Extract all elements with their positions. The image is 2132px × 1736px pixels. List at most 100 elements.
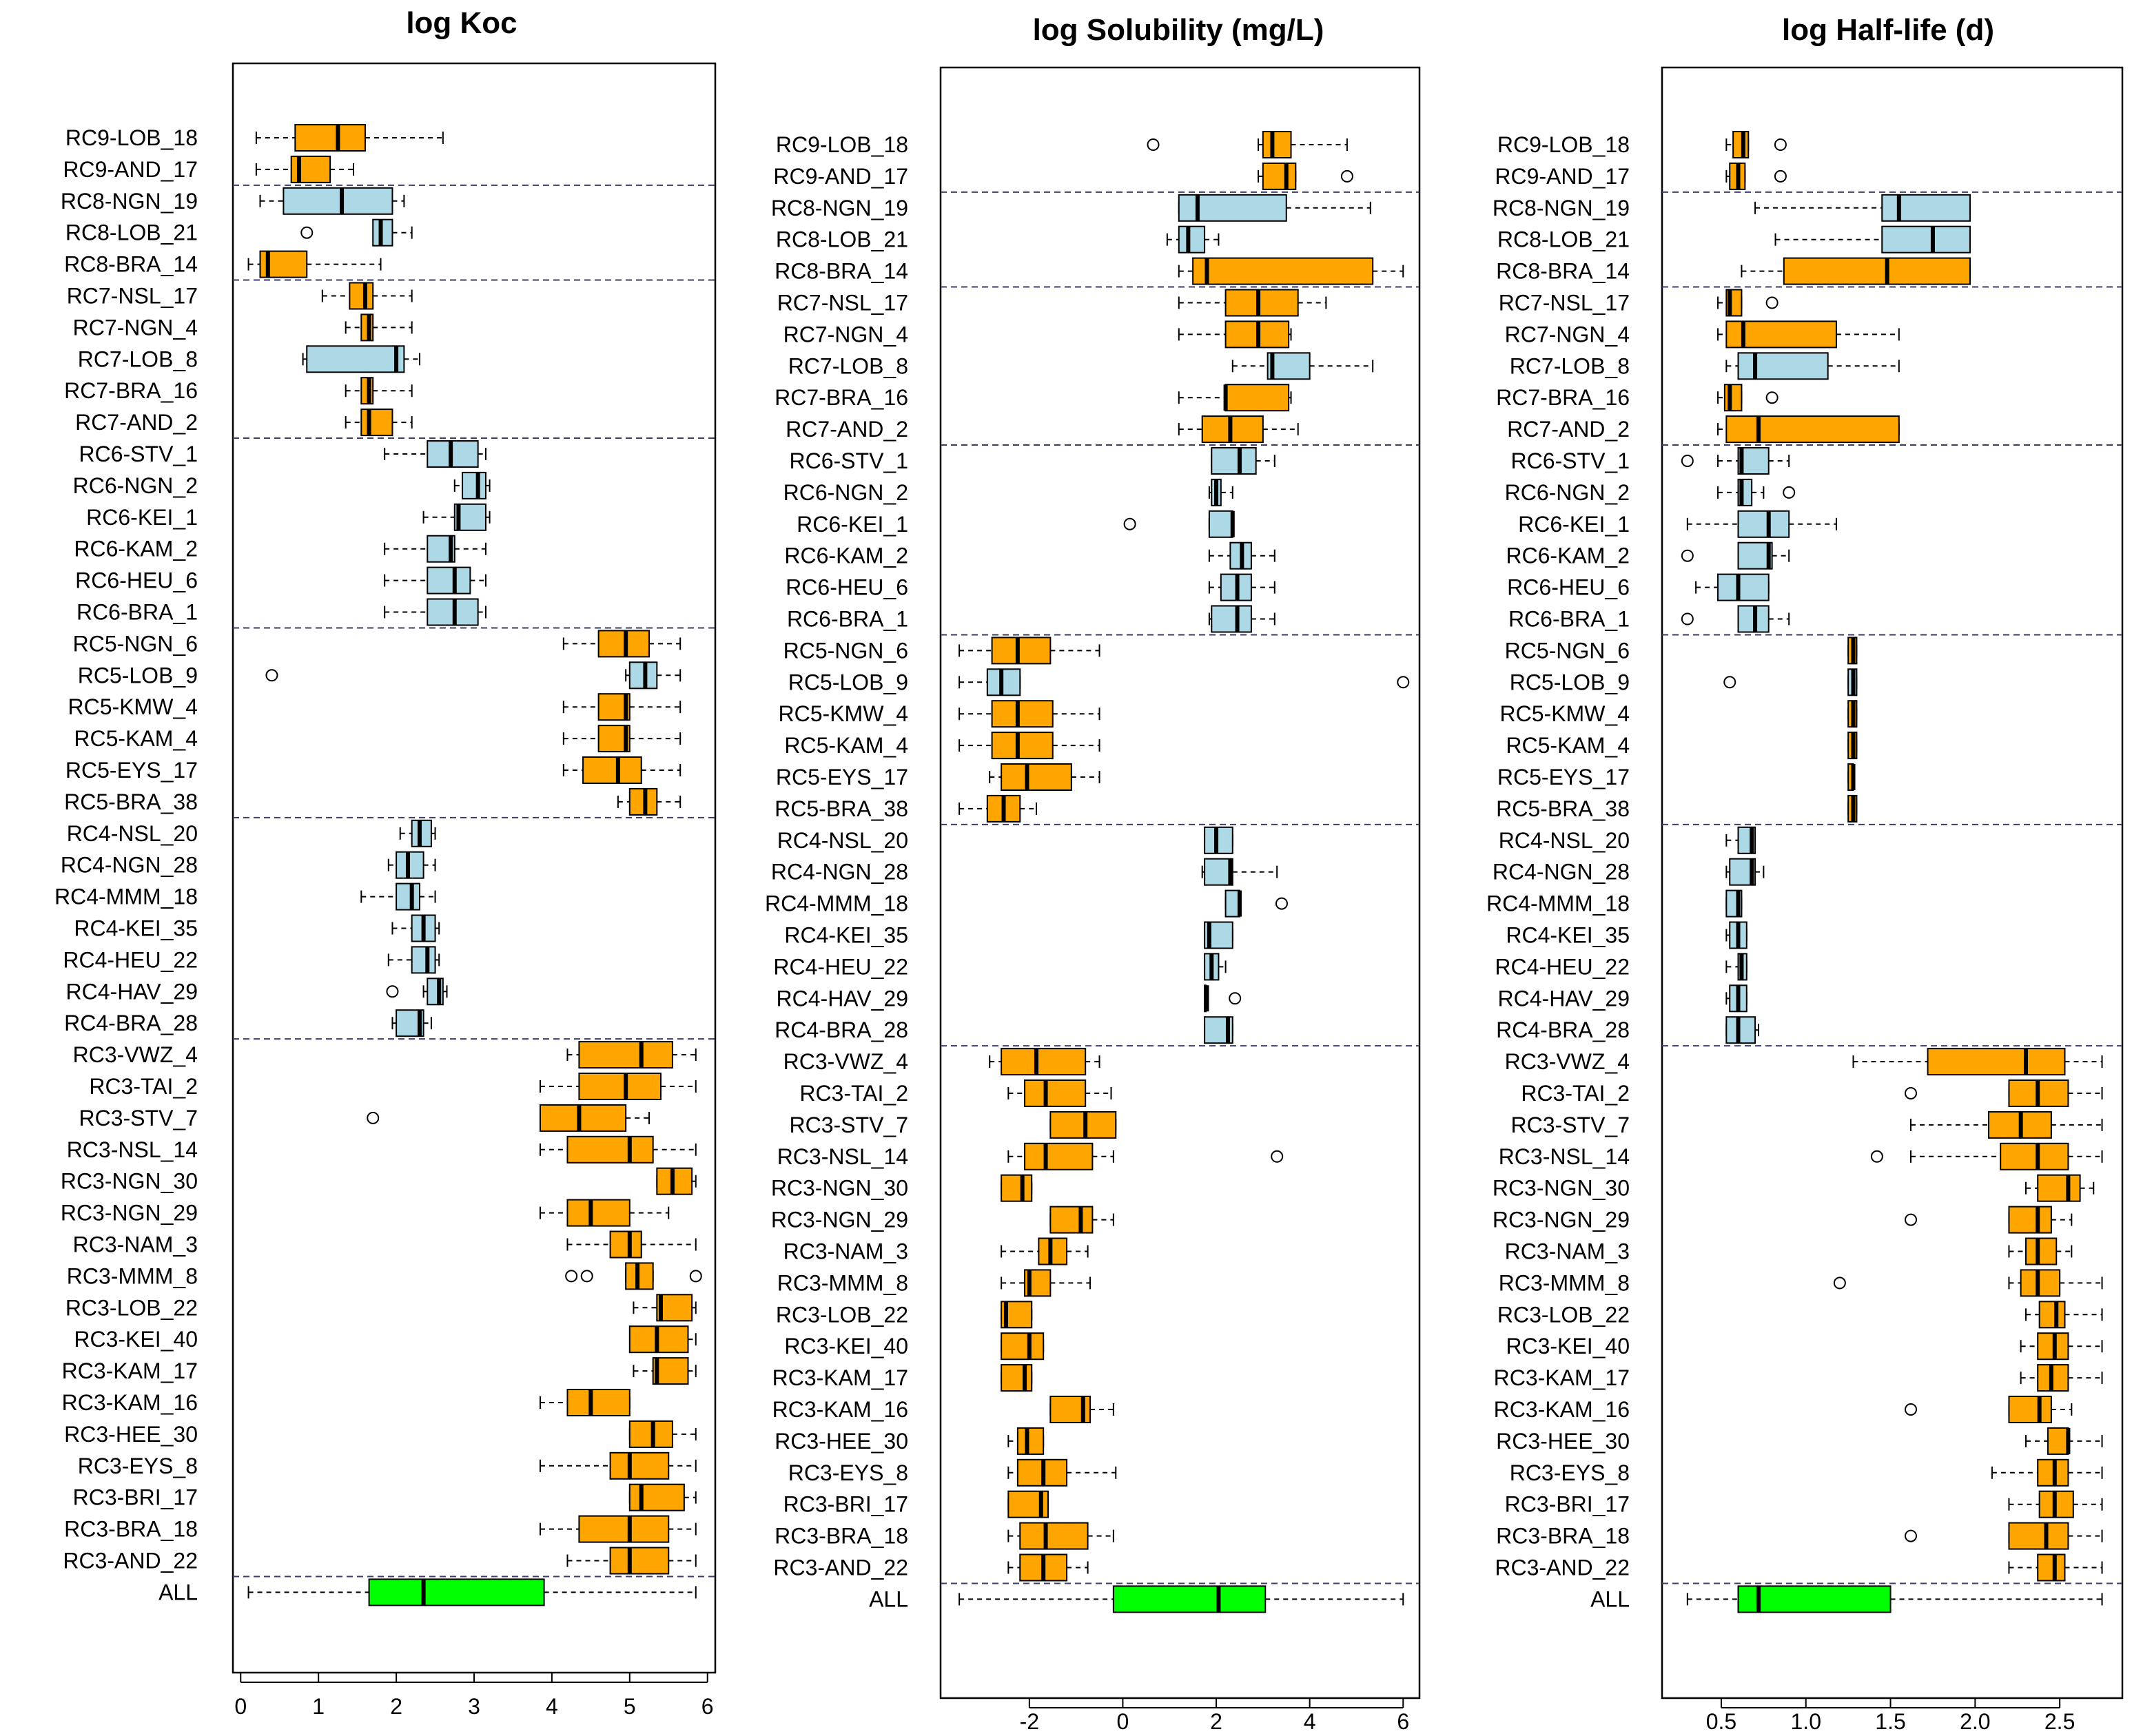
x-tick-label: 0 [234, 1694, 247, 1719]
iqr-box [2047, 1427, 2069, 1455]
box-rc3-ngn-29 [1049, 1206, 1114, 1234]
category-label: RC3-BRA_18 [64, 1517, 198, 1542]
iqr-box [2008, 1522, 2069, 1550]
category-label: RC4-MMM_18 [765, 891, 908, 916]
box-rc6-kei-1 [422, 503, 491, 531]
box-rc3-bri-17 [628, 1483, 697, 1511]
outlier-point [1147, 138, 1160, 151]
box-rc3-stv-7 [1910, 1110, 2103, 1139]
category-label: RC6-KEI_1 [1518, 512, 1630, 537]
category-label: RC9-AND_17 [773, 164, 908, 189]
category-label: RC3-EYS_8 [788, 1460, 908, 1485]
category-label: RC5-EYS_17 [1497, 765, 1630, 789]
iqr-box [1178, 225, 1206, 254]
iqr-box [360, 409, 393, 437]
category-label: ALL [158, 1580, 198, 1604]
category-label: RC3-KAM_16 [1494, 1397, 1630, 1422]
box-rc8-lob-21 [1166, 225, 1220, 254]
iqr-box [539, 1104, 627, 1132]
iqr-box [609, 1547, 670, 1575]
category-label: RC4-MMM_18 [1486, 891, 1630, 916]
category-label: RC6-STV_1 [1511, 448, 1630, 473]
box-rc3-kam-16 [1905, 1396, 2073, 1423]
box-rc6-bra-1 [1681, 605, 1790, 633]
category-label: RC3-HEE_30 [775, 1429, 908, 1454]
box-rc5-eys-17 [562, 756, 681, 784]
box-rc6-heu-6 [384, 566, 486, 595]
category-label: RC3-KEI_40 [1506, 1334, 1630, 1358]
category-label: RC5-KAM_4 [1506, 733, 1630, 758]
box-rc4-ngn-28 [1725, 858, 1765, 886]
box-rc3-and-22 [1007, 1553, 1089, 1582]
box-rc4-bra-28 [1204, 1016, 1233, 1044]
category-label: RC5-LOB_9 [788, 670, 908, 694]
box-rc9-lob-18 [255, 124, 444, 152]
outlier-point [1783, 486, 1796, 499]
iqr-box [986, 668, 1021, 696]
box-rc4-hav-29 [1204, 984, 1242, 1013]
box-rc3-bri-17 [2008, 1490, 2103, 1518]
box-rc6-stv-1 [1211, 447, 1275, 475]
koc-panel: log Koc 0 1 2 3 4 5 6 RC9-LOB_18 RC9-AND_17 RC8-N… [54, 6, 717, 1719]
outlier-point [1681, 455, 1694, 467]
box-rc3-vwz-4 [989, 1048, 1100, 1076]
outlier-point [1774, 138, 1787, 151]
box-rc6-kam-2 [384, 535, 486, 563]
iqr-box [609, 1230, 642, 1259]
box-rc3-stv-7 [1049, 1110, 1117, 1139]
box-rc4-bra-28 [391, 1009, 432, 1037]
box-rc9-and-17 [1258, 162, 1353, 190]
box-rc6-kam-2 [1681, 541, 1790, 570]
box-rc7-and-2 [345, 409, 413, 437]
iqr-box [1204, 826, 1233, 854]
box-rc3-nam-3 [1001, 1237, 1089, 1265]
category-label: RC7-LOB_8 [1510, 353, 1630, 378]
box-rc4-ngn-28 [1201, 858, 1278, 886]
box-rc4-heu-22 [1204, 953, 1227, 981]
x-tick-label: 1.5 [1875, 1709, 1905, 1734]
category-label: RC3-TAI_2 [89, 1074, 198, 1099]
box-rc3-nam-3 [2008, 1237, 2073, 1265]
category-label: RC4-BRA_28 [1496, 1017, 1630, 1042]
category-label: RC8-BRA_14 [775, 259, 908, 284]
outlier-point [1271, 1150, 1284, 1163]
outlier-point [1397, 676, 1410, 689]
box-rc8-ngn-19 [1754, 194, 1971, 222]
category-label: RC9-LOB_18 [65, 125, 198, 150]
category-label: RC3-NSL_14 [1499, 1144, 1630, 1169]
box-rc3-tai-2 [1007, 1079, 1112, 1107]
box-rc7-lob-8 [302, 345, 420, 373]
category-label: RC3-STV_7 [79, 1106, 198, 1130]
category-label: RC9-AND_17 [63, 157, 198, 182]
iqr-box [1211, 447, 1257, 475]
category-label: RC3-EYS_8 [78, 1454, 198, 1478]
category-label: RC6-KEI_1 [86, 505, 198, 530]
category-label: RC7-LOB_8 [78, 347, 198, 371]
box-rc3-bra-18 [1905, 1522, 2103, 1550]
iqr-box [1001, 1174, 1033, 1202]
iqr-box [1737, 1585, 1892, 1613]
category-label: RC3-TAI_2 [1521, 1081, 1630, 1106]
iqr-box [1211, 605, 1252, 633]
category-label: RC3-KAM_17 [1494, 1365, 1630, 1390]
koc-title: log Koc [406, 6, 517, 40]
outlier-point [265, 669, 278, 682]
iqr-box [368, 1578, 545, 1606]
iqr-box [1024, 1079, 1087, 1107]
iqr-box [1262, 131, 1292, 158]
category-label: RC6-BRA_1 [1508, 607, 1630, 632]
box-rc4-mmm-18 [360, 882, 436, 911]
outlier-point [386, 985, 399, 998]
x-tick-label: 5 [624, 1694, 636, 1719]
box-rc3-stv-7 [367, 1104, 650, 1132]
iqr-box [991, 700, 1054, 728]
category-label: RC5-KMW_4 [1500, 701, 1630, 726]
box-rc4-nsl-20 [1725, 826, 1756, 854]
box-rc7-ngn-4 [1178, 320, 1292, 349]
iqr-box [1112, 1585, 1267, 1613]
iqr-box [609, 1451, 670, 1480]
iqr-box [2038, 1301, 2066, 1329]
box-rc4-heu-22 [1725, 953, 1747, 981]
category-label: RC3-EYS_8 [1510, 1460, 1630, 1485]
